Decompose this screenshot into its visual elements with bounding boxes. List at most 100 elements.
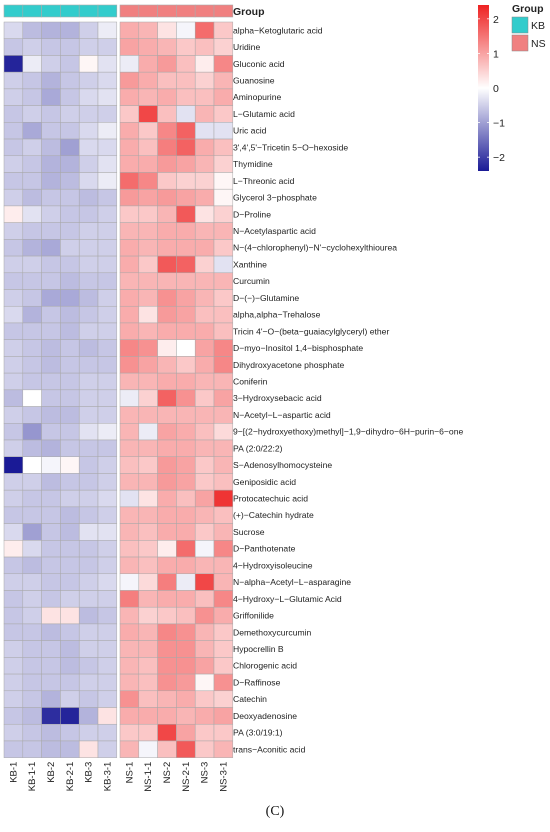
- heatmap-cell: [78, 255, 99, 274]
- heatmap-cell: [97, 473, 118, 491]
- heatmap-cell: [60, 473, 80, 491]
- heatmap-cell: [213, 222, 234, 240]
- heatmap-cell: [60, 255, 80, 274]
- group-annotation-cell: [3, 4, 24, 18]
- heatmap-cell: [213, 389, 234, 407]
- heatmap-cell: [157, 239, 177, 257]
- heatmap-cell: [157, 723, 177, 742]
- heatmap-cell: [41, 606, 61, 625]
- heatmap-cell: [41, 138, 61, 157]
- heatmap-cell: [78, 523, 99, 541]
- heatmap-cells: [3, 21, 234, 758]
- heatmap-cell: [3, 690, 24, 708]
- heatmap-cell: [138, 88, 158, 106]
- row-label: 3−Hydroxysebacic acid: [233, 393, 322, 403]
- heatmap-cell: [22, 188, 42, 207]
- heatmap-cell: [119, 456, 140, 474]
- row-label: Guanosine: [233, 76, 275, 86]
- heatmap-cell: [157, 222, 177, 240]
- heatmap-cell: [157, 423, 177, 441]
- heatmap-cell: [119, 172, 140, 190]
- row-label: N−Acetyl−L−aspartic acid: [233, 410, 331, 420]
- heatmap-cell: [97, 372, 118, 391]
- row-label: Aminopurine: [233, 92, 281, 102]
- heatmap-cell: [119, 272, 140, 290]
- heatmap-cell: [194, 222, 215, 240]
- heatmap-cell: [60, 372, 80, 391]
- heatmap-cell: [97, 456, 118, 474]
- heatmap-cell: [157, 172, 177, 190]
- colorbar: 2 1 0 −1 −2: [478, 5, 505, 171]
- heatmap-cell: [60, 606, 80, 625]
- heatmap-cell: [157, 657, 177, 675]
- heatmap-cell: [194, 623, 215, 641]
- heatmap-cell: [119, 138, 140, 157]
- heatmap-cell: [60, 406, 80, 424]
- heatmap-cell: [41, 673, 61, 692]
- heatmap-cell: [22, 540, 42, 558]
- heatmap-cell: [3, 339, 24, 357]
- heatmap-cell: [60, 88, 80, 106]
- heatmap-cell: [97, 21, 118, 39]
- heatmap-cell: [176, 188, 196, 207]
- heatmap-cell: [22, 205, 42, 223]
- heatmap-cell: [78, 305, 99, 324]
- heatmap-cell: [138, 272, 158, 290]
- row-label: 3',4',5'−Tricetin 5−O−hexoside: [233, 142, 348, 152]
- heatmap-cell: [60, 523, 80, 541]
- heatmap-cell: [97, 305, 118, 324]
- heatmap-cell: [97, 523, 118, 541]
- heatmap-cell: [138, 188, 158, 207]
- heatmap-cell: [194, 88, 215, 106]
- heatmap-cell: [176, 489, 196, 508]
- heatmap-cell: [78, 473, 99, 491]
- heatmap-cell: [78, 138, 99, 157]
- heatmap-cell: [194, 640, 215, 658]
- heatmap-cell: [138, 55, 158, 73]
- heatmap-cell: [3, 356, 24, 374]
- heatmap-cell: [78, 155, 99, 173]
- row-label: 9−[(2−hydroxyethoxy)methyl]−1,9−dihydro−…: [233, 427, 463, 437]
- heatmap-cell: [138, 305, 158, 324]
- heatmap-cell: [22, 406, 42, 424]
- heatmap-cell: [3, 707, 24, 725]
- heatmap-cell: [213, 21, 234, 39]
- heatmap-cell: [138, 439, 158, 457]
- heatmap-cell: [213, 740, 234, 758]
- heatmap-cell: [119, 606, 140, 625]
- heatmap-cell: [78, 372, 99, 391]
- heatmap-cell: [138, 356, 158, 374]
- heatmap-cell: [22, 439, 42, 457]
- heatmap-cell: [97, 540, 118, 558]
- heatmap-cell: [78, 289, 99, 307]
- heatmap-cell: [78, 456, 99, 474]
- legend-label: KB: [531, 20, 545, 32]
- heatmap-cell: [157, 540, 177, 558]
- heatmap-cell: [22, 222, 42, 240]
- heatmap-cell: [41, 523, 61, 541]
- heatmap-cell: [194, 540, 215, 558]
- column-label: KB-1: [8, 762, 19, 783]
- heatmap-cell: [60, 723, 80, 742]
- heatmap-cell: [157, 289, 177, 307]
- heatmap-cell: [78, 740, 99, 758]
- heatmap-cell: [157, 489, 177, 508]
- heatmap-cell: [194, 657, 215, 675]
- column-label: NS-2-1: [181, 762, 192, 792]
- heatmap-cell: [176, 88, 196, 106]
- row-label: Dihydroxyacetone phosphate: [233, 360, 345, 370]
- heatmap-cell: [60, 556, 80, 575]
- column-label: KB-3-1: [102, 762, 113, 792]
- heatmap-cell: [119, 105, 140, 123]
- heatmap-cell: [97, 439, 118, 457]
- heatmap-cell: [60, 138, 80, 157]
- row-label: L−Glutamic acid: [233, 109, 295, 119]
- heatmap-cell: [157, 38, 177, 56]
- heatmap-cell: [3, 71, 24, 90]
- heatmap-cell: [213, 71, 234, 90]
- heatmap-cell: [22, 38, 42, 56]
- heatmap-cell: [194, 172, 215, 190]
- heatmap-cell: [41, 188, 61, 207]
- heatmap-cell: [78, 423, 99, 441]
- heatmap-cell: [157, 255, 177, 274]
